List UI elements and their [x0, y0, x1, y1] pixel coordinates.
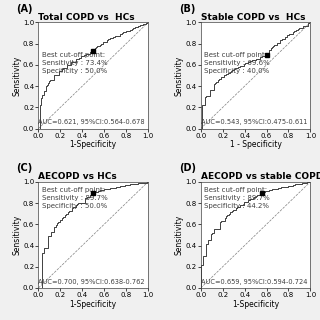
Y-axis label: Sensitivity: Sensitivity — [175, 55, 184, 96]
Text: AECOPD vs HCs: AECOPD vs HCs — [38, 172, 117, 181]
Text: (B): (B) — [179, 4, 195, 14]
Text: AUC=0.621, 95%CI:0.564-0.678: AUC=0.621, 95%CI:0.564-0.678 — [38, 119, 145, 125]
X-axis label: 1-Specificity: 1-Specificity — [70, 140, 117, 149]
Text: Total COPD vs  HCs: Total COPD vs HCs — [38, 12, 135, 22]
Text: (C): (C) — [16, 163, 33, 173]
X-axis label: 1-Specificity: 1-Specificity — [70, 300, 117, 308]
Text: Stable COPD vs  HCs: Stable COPD vs HCs — [201, 12, 305, 22]
X-axis label: 1 - Specificity: 1 - Specificity — [230, 140, 282, 149]
Text: Best cut-off point:
Sensitivity : 69.6%
Specificity : 40.0%: Best cut-off point: Sensitivity : 69.6% … — [204, 52, 270, 74]
Text: (D): (D) — [179, 163, 196, 173]
Text: AUC=0.543, 95%CI:0.475-0.611: AUC=0.543, 95%CI:0.475-0.611 — [201, 119, 307, 125]
Text: AUC=0.700, 95%CI:0.638-0.762: AUC=0.700, 95%CI:0.638-0.762 — [38, 279, 145, 285]
Text: AECOPD vs stable COPD: AECOPD vs stable COPD — [201, 172, 320, 181]
Text: (A): (A) — [16, 4, 33, 14]
Text: Best cut-off point:
Sensitivity : 73.4%
Specificity : 50.0%: Best cut-off point: Sensitivity : 73.4% … — [42, 52, 107, 74]
Y-axis label: Sensitivity: Sensitivity — [12, 215, 21, 255]
Text: AUC=0.659, 95%CI:0.594-0.724: AUC=0.659, 95%CI:0.594-0.724 — [201, 279, 307, 285]
Text: Best cut-off point:
Sensitivity : 89.7%
Specificity : 44.2%: Best cut-off point: Sensitivity : 89.7% … — [204, 187, 270, 209]
X-axis label: 1-Specificity: 1-Specificity — [232, 300, 279, 308]
Text: Best cut-off point:
Sensitivity : 89.7%
Specificity : 50.0%: Best cut-off point: Sensitivity : 89.7% … — [42, 187, 108, 209]
Y-axis label: Sensitivity: Sensitivity — [12, 55, 21, 96]
Y-axis label: Sensitivity: Sensitivity — [175, 215, 184, 255]
